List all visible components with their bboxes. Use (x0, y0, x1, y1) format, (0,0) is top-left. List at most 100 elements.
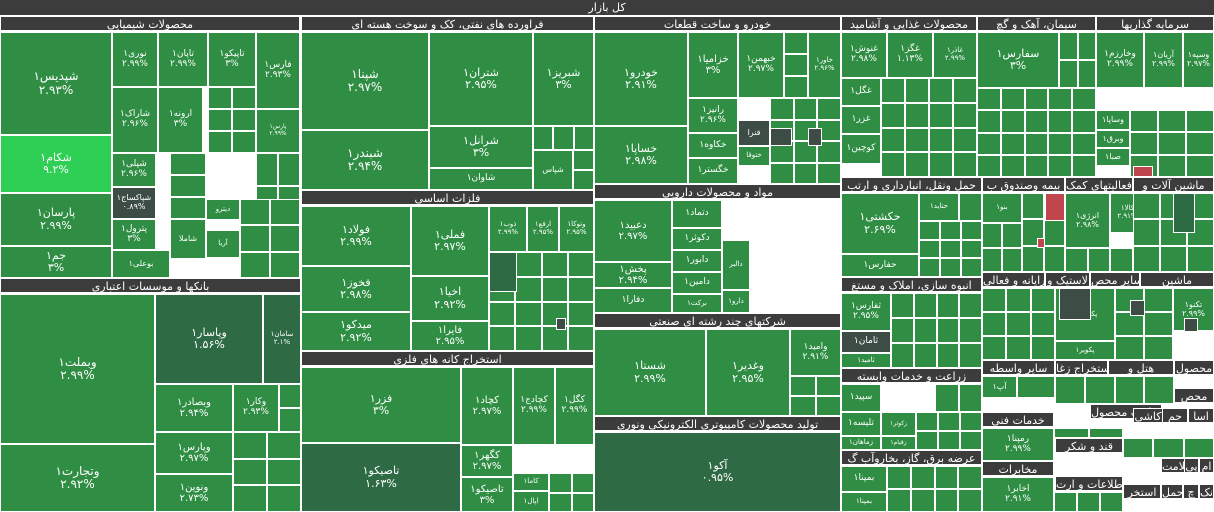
stock-tile[interactable]: دتماد۱ (672, 200, 722, 228)
minor-stock-tile[interactable] (533, 126, 554, 150)
minor-stock-tile[interactable] (960, 431, 982, 450)
minor-stock-tile[interactable] (891, 293, 914, 318)
minor-stock-tile[interactable] (515, 326, 542, 351)
stock-tile[interactable]: خبهمن۱ ۲.۹۷% (738, 32, 784, 98)
stock-tile[interactable]: کگل۱ ۲.۹۹% (555, 367, 594, 445)
sector-header[interactable]: سیمان، آهک و گچ (977, 16, 1096, 31)
sector-header[interactable]: ام (1199, 458, 1214, 473)
stock-tile[interactable]: اخابر۱ ۲.۹۱% (982, 477, 1054, 512)
stock-tile[interactable]: خاور۱ ۲.۹۶% (808, 32, 841, 98)
stock-tile[interactable]: وکار۱ ۲.۹۳% (233, 384, 279, 432)
minor-stock-tile[interactable] (1072, 110, 1096, 133)
sector-header[interactable]: ماشین آلات و (1133, 177, 1214, 192)
sector-header[interactable]: قند و شکر (1055, 438, 1123, 453)
minor-stock-tile[interactable] (1072, 132, 1096, 155)
minor-stock-tile[interactable] (770, 162, 794, 184)
minor-stock-tile[interactable] (793, 162, 818, 184)
stock-tile[interactable]: غگز۱ ۱.۱۳% (887, 32, 933, 78)
minor-stock-tile[interactable] (881, 78, 905, 103)
sector-header[interactable]: اطلاعات و ارت (1055, 476, 1123, 491)
minor-stock-tile[interactable] (515, 252, 542, 277)
stock-tile[interactable]: ارونه۱ ۳% (158, 87, 203, 153)
minor-stock-tile[interactable] (881, 102, 905, 128)
stock-tile[interactable]: حکشتی۱ ۲.۶۹% (841, 193, 919, 254)
stock-tile[interactable]: ذوب۱ ۲.۹۹% (489, 206, 527, 252)
minor-stock-tile[interactable] (1000, 88, 1025, 111)
minor-stock-tile[interactable] (905, 78, 929, 103)
stock-tile[interactable]: فولاد۱ ۲.۹۹% (301, 206, 411, 266)
stock-tile[interactable]: خساپا۱ ۲.۹۸% (594, 126, 688, 184)
minor-stock-tile[interactable] (1144, 336, 1173, 360)
minor-stock-tile[interactable] (1144, 288, 1173, 312)
minor-stock-tile[interactable] (1186, 132, 1214, 155)
stock-tile[interactable]: وسپه۱ ۲.۹۷% (1183, 32, 1214, 88)
stock-tile[interactable]: تلیسه۱ (841, 412, 881, 436)
stock-tile[interactable]: بمپنا۱ (841, 466, 887, 492)
stock-tile[interactable]: شاراک۱ ۲.۹۶% (112, 87, 158, 153)
minor-stock-tile[interactable] (1048, 132, 1073, 155)
minor-stock-tile[interactable] (881, 152, 905, 177)
minor-stock-tile[interactable] (1054, 428, 1089, 438)
stock-tile[interactable]: وتوکا۱ ۲.۹۵% (559, 206, 594, 252)
stock-tile[interactable]: فنرا (738, 120, 770, 146)
stock-tile[interactable]: وبملت۱ ۲.۹۹% (0, 294, 155, 444)
minor-stock-tile[interactable] (208, 109, 232, 131)
stock-tile[interactable]: کاما۱ (513, 473, 549, 491)
minor-stock-tile[interactable] (936, 318, 960, 343)
minor-stock-tile[interactable] (916, 431, 938, 450)
minor-stock-tile[interactable] (1006, 336, 1031, 360)
minor-stock-tile[interactable] (567, 276, 594, 302)
minor-stock-tile[interactable] (541, 276, 568, 302)
stock-tile[interactable]: شرانل۱ ۳% (429, 126, 533, 168)
stock-tile[interactable]: دیترو (206, 199, 240, 220)
stock-tile[interactable]: وبصادر۱ ۲.۹۴% (155, 384, 233, 432)
minor-stock-tile[interactable] (1087, 248, 1111, 272)
minor-stock-tile[interactable] (938, 431, 960, 450)
minor-stock-tile[interactable] (240, 251, 270, 278)
sector-header[interactable]: سایر واسطه (982, 360, 1055, 375)
stock-tile[interactable]: ختوقا (738, 146, 770, 166)
minor-stock-tile[interactable] (1030, 312, 1055, 336)
stock-tile[interactable]: آپ۱ (982, 376, 1017, 398)
stock-tile[interactable]: وتجارت۱ ۲.۹۲% (0, 444, 155, 512)
minor-stock-tile[interactable] (793, 141, 818, 163)
stock-tile[interactable]: وبرق۱ (1096, 130, 1130, 148)
minor-stock-tile[interactable] (934, 489, 959, 512)
minor-stock-tile[interactable] (959, 193, 982, 221)
minor-stock-tile[interactable] (170, 197, 206, 219)
stock-tile[interactable]: شپدیس۱ ۲.۹۳% (0, 32, 112, 135)
stock-tile[interactable]: غنوش۱ ۲.۹۸% (841, 32, 887, 78)
minor-stock-tile[interactable] (929, 152, 953, 177)
minor-stock-tile[interactable] (279, 384, 301, 408)
sector-header[interactable]: شرکتهای چند رشته ای صنعتی (594, 313, 841, 328)
stock-tile[interactable]: شاملا (170, 219, 206, 259)
minor-stock-tile[interactable] (982, 336, 1007, 360)
minor-stock-tile[interactable] (982, 312, 1007, 336)
sector-header[interactable]: استخر (1123, 484, 1161, 499)
minor-stock-tile[interactable] (571, 492, 594, 512)
stock-tile[interactable]: بوعلی۱ (112, 250, 170, 278)
sector-header[interactable]: استخراج زغا (1055, 360, 1108, 375)
minor-stock-tile[interactable] (573, 170, 594, 190)
sector-header[interactable]: هتل و (1108, 360, 1174, 375)
minor-stock-tile[interactable] (1133, 219, 1160, 246)
minor-stock-tile[interactable] (977, 88, 1001, 111)
minor-stock-tile[interactable] (905, 127, 929, 153)
minor-stock-tile[interactable] (233, 432, 267, 459)
minor-stock-tile[interactable] (940, 239, 961, 259)
sector-header[interactable]: بانکها و موسسات اعتباری (0, 278, 301, 293)
minor-stock-tile[interactable] (891, 343, 914, 368)
minor-stock-tile[interactable] (553, 126, 574, 150)
minor-stock-tile[interactable] (790, 396, 816, 416)
minor-stock-tile[interactable] (958, 384, 982, 412)
minor-stock-tile[interactable] (817, 141, 841, 163)
minor-stock-tile[interactable] (270, 199, 300, 226)
minor-stock-tile[interactable] (232, 131, 256, 153)
sector-header[interactable]: سلامت (1161, 458, 1188, 473)
minor-stock-tile[interactable] (1000, 154, 1025, 177)
stock-tile[interactable]: تاپیکو۱ ۳% (208, 32, 256, 87)
stock-tile[interactable]: پارس۱ ۲.۹۹% (256, 109, 300, 153)
stock-tile[interactable]: آریا (206, 230, 240, 258)
stock-tile[interactable]: فزر۱ ۳% (301, 367, 461, 443)
minor-stock-tile[interactable] (817, 98, 841, 120)
